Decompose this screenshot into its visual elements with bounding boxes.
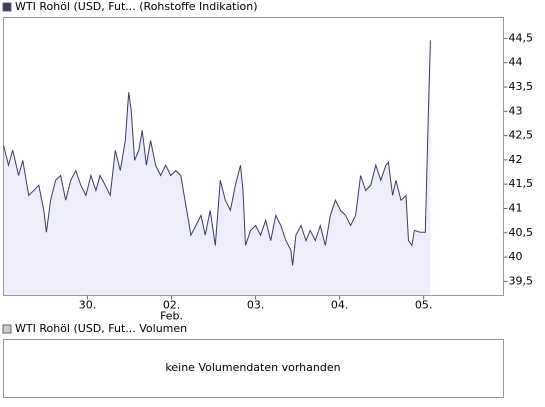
volume-message: keine Volumendaten vorhanden xyxy=(165,361,340,374)
y-tick-label: 44 xyxy=(509,56,523,69)
legend-swatch xyxy=(2,2,12,12)
y-tick-label: 41,5 xyxy=(509,177,534,190)
x-tick-label: 05. xyxy=(415,299,433,312)
y-tick-label: 39,5 xyxy=(509,274,534,287)
area xyxy=(3,40,431,296)
month-label: Feb. xyxy=(160,310,183,323)
y-tick-label: 42 xyxy=(509,153,523,166)
x-tick-label: 02. xyxy=(163,299,181,312)
x-tick-label: 30. xyxy=(79,299,97,312)
plot-frame xyxy=(3,17,504,296)
y-tick-label: 41 xyxy=(509,202,523,215)
volume-frame xyxy=(3,339,504,398)
y-tick-label: 43 xyxy=(509,104,523,117)
y-tick-label: 44,5 xyxy=(509,31,534,44)
y-tick-label: 42,5 xyxy=(509,129,534,142)
legend-label: WTI Rohöl (USD, Fut... (Rohstoffe Indika… xyxy=(15,0,258,13)
volume-legend-label: WTI Rohöl (USD, Fut... Volumen xyxy=(15,322,187,335)
volume-legend-swatch xyxy=(2,324,12,334)
y-tick-label: 40,5 xyxy=(509,226,534,239)
line xyxy=(3,40,431,266)
x-tick-label: 03. xyxy=(247,299,265,312)
y-tick-label: 40 xyxy=(509,250,523,263)
x-tick-label: 04. xyxy=(331,299,349,312)
y-tick-label: 43,5 xyxy=(509,80,534,93)
